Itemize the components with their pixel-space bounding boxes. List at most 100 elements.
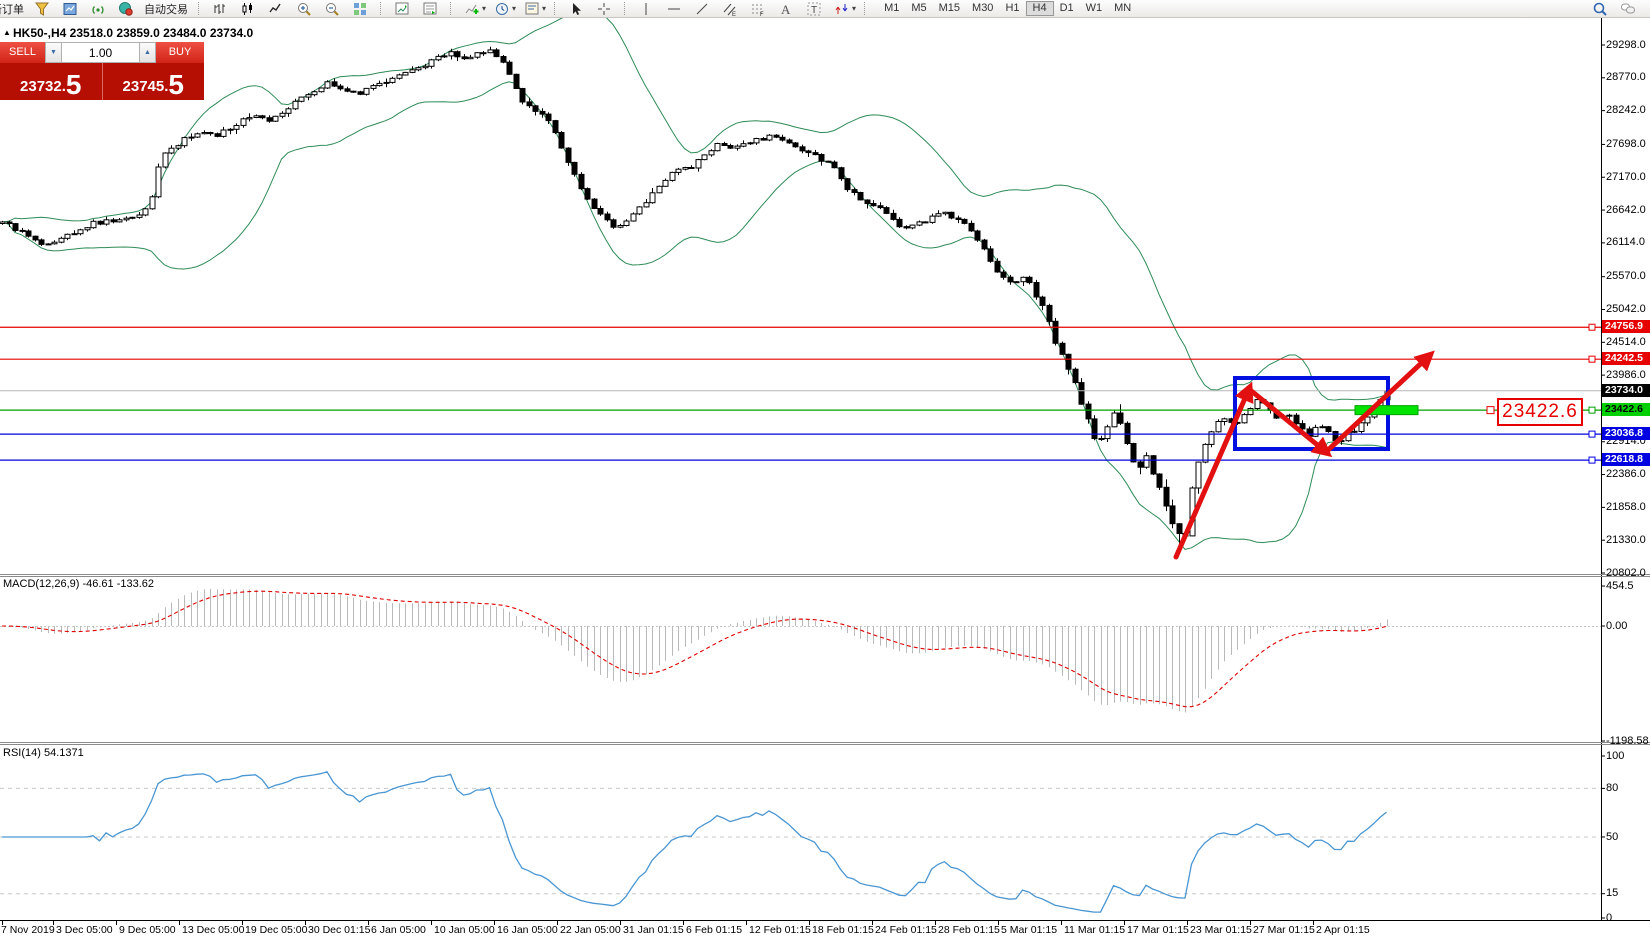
price-axis-tick: 29298.0 bbox=[1606, 38, 1646, 51]
macd-axis-label: 0.00 bbox=[1606, 619, 1628, 632]
report-icon[interactable] bbox=[62, 1, 78, 17]
trendline-tool-icon[interactable] bbox=[694, 1, 710, 17]
price-level-label-22618.8: 22618.8 bbox=[1602, 453, 1650, 467]
price-axis-tick: 28770.0 bbox=[1606, 71, 1646, 84]
price-axis-tick: 26642.0 bbox=[1606, 203, 1646, 216]
price-axis-tick: 20802.0 bbox=[1606, 566, 1646, 579]
chevron-down-icon[interactable]: ▾ bbox=[512, 4, 517, 13]
trend-arrow-2[interactable] bbox=[1246, 386, 1333, 458]
sell-button[interactable]: SELL bbox=[0, 42, 45, 63]
price-axis-tick: 25570.0 bbox=[1606, 270, 1646, 283]
candlestick-chart-icon[interactable] bbox=[240, 1, 256, 17]
add-indicator-icon[interactable] bbox=[464, 1, 480, 17]
bollinger-upper-band bbox=[1, 18, 1387, 401]
price-level-label-24756.9: 24756.9 bbox=[1602, 320, 1650, 334]
macd-pane[interactable] bbox=[0, 588, 1601, 713]
indicator-list-icon[interactable] bbox=[422, 1, 438, 17]
cursor-icon[interactable] bbox=[568, 1, 584, 17]
timeframe-h1[interactable]: H1 bbox=[1005, 2, 1020, 14]
broadcast-icon[interactable] bbox=[90, 1, 106, 17]
time-axis-label: 23 Mar 01:15 bbox=[1190, 924, 1252, 936]
templates-icon[interactable] bbox=[524, 1, 540, 17]
timeframe-m15[interactable]: M15 bbox=[938, 2, 961, 14]
level-line-handle[interactable] bbox=[1588, 323, 1596, 331]
zoom-out-icon[interactable] bbox=[324, 1, 340, 17]
autotrade-button[interactable]: 自动交易 bbox=[144, 3, 188, 16]
equidistant-channel-tool-icon[interactable]: E bbox=[722, 1, 738, 17]
timeframe-m30[interactable]: M30 bbox=[972, 2, 994, 14]
time-axis-label: 22 Jan 05:00 bbox=[560, 924, 621, 936]
main-pane[interactable] bbox=[0, 10, 1601, 560]
timeframe-m5[interactable]: M5 bbox=[911, 2, 927, 14]
fibonacci-tool-icon[interactable]: F bbox=[750, 1, 766, 17]
buy-button[interactable]: BUY bbox=[156, 42, 204, 63]
bollinger-lower-band bbox=[1, 81, 1387, 550]
toolbar-separator bbox=[554, 2, 556, 15]
toolbar-separator bbox=[198, 2, 200, 15]
zoom-in-icon[interactable] bbox=[296, 1, 312, 17]
price-level-label-24242.5: 24242.5 bbox=[1602, 352, 1650, 366]
price-callout[interactable]: 23422.6 bbox=[1497, 398, 1583, 426]
vertical-line-tool-icon[interactable] bbox=[638, 1, 654, 17]
timeframe-d1[interactable]: D1 bbox=[1059, 2, 1074, 14]
sell-price[interactable]: 23732. 5 bbox=[0, 63, 103, 100]
chevron-down-icon[interactable]: ▾ bbox=[542, 4, 547, 13]
indicators-window-icon[interactable] bbox=[394, 1, 410, 17]
time-axis-label: 18 Feb 01:15 bbox=[812, 924, 874, 936]
rsi-pane[interactable] bbox=[0, 771, 1601, 913]
timeframe-w1[interactable]: W1 bbox=[1085, 2, 1103, 14]
toolbar-separator bbox=[450, 2, 452, 15]
volume-decrease-button[interactable]: ▼ bbox=[45, 42, 62, 63]
toolbar: 新订单 自动交易 ▾ ▾ ▾ E F A T ▾ bbox=[0, 0, 1650, 18]
buy-price[interactable]: 23745. 5 bbox=[103, 63, 205, 100]
buy-price-dot: . bbox=[164, 78, 169, 95]
level-line-handle[interactable] bbox=[1588, 355, 1596, 363]
trend-arrow-1[interactable] bbox=[1173, 381, 1254, 560]
bar-chart-icon[interactable] bbox=[212, 1, 228, 17]
rsi-axis-label: 80 bbox=[1606, 781, 1619, 794]
volume-input[interactable] bbox=[62, 42, 139, 63]
macd-axis-label: 454.5 bbox=[1606, 579, 1634, 592]
tile-windows-icon[interactable] bbox=[352, 1, 368, 17]
periods-clock-icon[interactable] bbox=[494, 1, 510, 17]
timeframe-h4[interactable]: H4 bbox=[1025, 1, 1054, 16]
svg-text:E: E bbox=[732, 12, 736, 17]
time-axis-label: 17 Mar 01:15 bbox=[1127, 924, 1189, 936]
funnel-icon[interactable] bbox=[34, 1, 50, 17]
autotrade-icon[interactable] bbox=[118, 1, 134, 17]
chevron-down-icon[interactable]: ▾ bbox=[852, 4, 857, 13]
macd-axis-label: -1198.58 bbox=[1606, 734, 1649, 747]
line-chart-icon[interactable] bbox=[268, 1, 284, 17]
chat-icon[interactable] bbox=[1620, 1, 1636, 17]
price-axis-tick: 28242.0 bbox=[1606, 104, 1646, 117]
price-axis-tick: 25042.0 bbox=[1606, 302, 1646, 315]
level-line-handle[interactable] bbox=[1588, 430, 1596, 438]
text-tool-icon[interactable]: A bbox=[778, 1, 794, 17]
new-order-button[interactable]: 新订单 bbox=[0, 3, 24, 16]
level-line-handle[interactable] bbox=[1588, 456, 1596, 464]
macd-histogram bbox=[9, 588, 1388, 713]
search-icon[interactable] bbox=[1592, 1, 1608, 17]
arrows-tool-icon[interactable] bbox=[834, 1, 850, 17]
timeframe-m1[interactable]: M1 bbox=[884, 2, 900, 14]
buy-price-int: 23745 bbox=[122, 78, 165, 95]
time-axis-label: 7 Nov 2019 bbox=[1, 924, 55, 936]
timeframe-mn[interactable]: MN bbox=[1114, 2, 1132, 14]
buy-price-pip: 5 bbox=[168, 69, 184, 101]
macd-signal-line bbox=[2, 590, 1387, 708]
horizontal-line-tool-icon[interactable] bbox=[666, 1, 682, 17]
rsi-axis-label: 50 bbox=[1606, 830, 1619, 843]
highlight-bar[interactable] bbox=[1354, 405, 1419, 416]
trend-arrow-3[interactable] bbox=[1323, 350, 1435, 455]
text-label-tool-icon[interactable]: T bbox=[806, 1, 822, 17]
crosshair-icon[interactable] bbox=[596, 1, 612, 17]
chevron-down-icon[interactable]: ▾ bbox=[482, 4, 487, 13]
current-price-label: 23734.0 bbox=[1602, 383, 1650, 397]
time-axis-label: 3 Dec 05:00 bbox=[56, 924, 113, 936]
level-line-handle[interactable] bbox=[1588, 406, 1596, 414]
candles bbox=[0, 46, 1391, 548]
rsi-line bbox=[2, 771, 1387, 913]
volume-increase-button[interactable]: ▲ bbox=[139, 42, 156, 63]
